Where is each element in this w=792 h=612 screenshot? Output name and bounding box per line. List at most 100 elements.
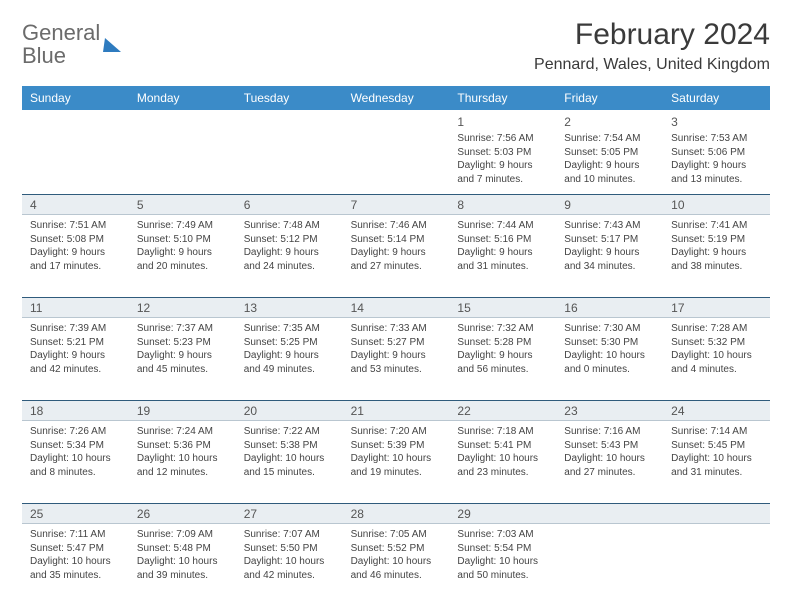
day-number: 23 <box>556 401 663 420</box>
daylight-text: Daylight: 9 hours and 49 minutes. <box>244 349 335 376</box>
day-number: 25 <box>22 504 129 523</box>
sunset-text: Sunset: 5:36 PM <box>137 439 228 453</box>
sunrise-text: Sunrise: 7:35 AM <box>244 322 335 336</box>
day-cell: Sunrise: 7:03 AMSunset: 5:54 PMDaylight:… <box>449 524 556 606</box>
weeks-container: 1Sunrise: 7:56 AMSunset: 5:03 PMDaylight… <box>22 110 770 606</box>
week-row: Sunrise: 7:26 AMSunset: 5:34 PMDaylight:… <box>22 421 770 503</box>
sunrise-text: Sunrise: 7:30 AM <box>564 322 655 336</box>
sunset-text: Sunset: 5:27 PM <box>351 336 442 350</box>
sunrise-text: Sunrise: 7:46 AM <box>351 219 442 233</box>
sunset-text: Sunset: 5:38 PM <box>244 439 335 453</box>
sunrise-text: Sunrise: 7:22 AM <box>244 425 335 439</box>
sunset-text: Sunset: 5:43 PM <box>564 439 655 453</box>
weekday-label: Tuesday <box>236 86 343 110</box>
daylight-text: Daylight: 9 hours and 17 minutes. <box>30 246 121 273</box>
day-cell: Sunrise: 7:33 AMSunset: 5:27 PMDaylight:… <box>343 318 450 400</box>
daylight-text: Daylight: 9 hours and 27 minutes. <box>351 246 442 273</box>
day-cell: Sunrise: 7:46 AMSunset: 5:14 PMDaylight:… <box>343 215 450 297</box>
day-number: 17 <box>663 298 770 317</box>
weekday-label: Saturday <box>663 86 770 110</box>
daylight-text: Daylight: 9 hours and 7 minutes. <box>457 159 548 186</box>
day-number: 11 <box>22 298 129 317</box>
sunrise-text: Sunrise: 7:33 AM <box>351 322 442 336</box>
day-number: 15 <box>449 298 556 317</box>
day-number: 24 <box>663 401 770 420</box>
day-number: 12 <box>129 298 236 317</box>
day-number: 19 <box>129 401 236 420</box>
sunrise-text: Sunrise: 7:05 AM <box>351 528 442 542</box>
sunrise-text: Sunrise: 7:24 AM <box>137 425 228 439</box>
day-cell: Sunrise: 7:11 AMSunset: 5:47 PMDaylight:… <box>22 524 129 606</box>
day-number: 1 <box>457 114 548 130</box>
day-cell: Sunrise: 7:16 AMSunset: 5:43 PMDaylight:… <box>556 421 663 503</box>
sunrise-text: Sunrise: 7:49 AM <box>137 219 228 233</box>
daylight-text: Daylight: 9 hours and 45 minutes. <box>137 349 228 376</box>
day-number: 28 <box>343 504 450 523</box>
week-row: Sunrise: 7:11 AMSunset: 5:47 PMDaylight:… <box>22 524 770 606</box>
sunrise-text: Sunrise: 7:18 AM <box>457 425 548 439</box>
sunrise-text: Sunrise: 7:53 AM <box>671 132 762 146</box>
sunset-text: Sunset: 5:10 PM <box>137 233 228 247</box>
weekday-label: Sunday <box>22 86 129 110</box>
daylight-text: Daylight: 9 hours and 20 minutes. <box>137 246 228 273</box>
day-number: 4 <box>22 195 129 214</box>
header: General Blue February 2024 Pennard, Wale… <box>22 18 770 74</box>
day-cell: Sunrise: 7:07 AMSunset: 5:50 PMDaylight:… <box>236 524 343 606</box>
day-cell: Sunrise: 7:44 AMSunset: 5:16 PMDaylight:… <box>449 215 556 297</box>
sunset-text: Sunset: 5:23 PM <box>137 336 228 350</box>
day-cell: Sunrise: 7:32 AMSunset: 5:28 PMDaylight:… <box>449 318 556 400</box>
day-cell: Sunrise: 7:41 AMSunset: 5:19 PMDaylight:… <box>663 215 770 297</box>
day-cell: Sunrise: 7:35 AMSunset: 5:25 PMDaylight:… <box>236 318 343 400</box>
daylight-text: Daylight: 9 hours and 53 minutes. <box>351 349 442 376</box>
day-cell: Sunrise: 7:26 AMSunset: 5:34 PMDaylight:… <box>22 421 129 503</box>
week-row: Sunrise: 7:39 AMSunset: 5:21 PMDaylight:… <box>22 318 770 400</box>
sunrise-text: Sunrise: 7:07 AM <box>244 528 335 542</box>
day-number: 6 <box>236 195 343 214</box>
sunset-text: Sunset: 5:50 PM <box>244 542 335 556</box>
day-number <box>663 504 770 523</box>
logo-word2: Blue <box>22 43 66 68</box>
day-number: 21 <box>343 401 450 420</box>
sunrise-text: Sunrise: 7:20 AM <box>351 425 442 439</box>
weekday-label: Friday <box>556 86 663 110</box>
sunrise-text: Sunrise: 7:51 AM <box>30 219 121 233</box>
sunrise-text: Sunrise: 7:43 AM <box>564 219 655 233</box>
sunset-text: Sunset: 5:41 PM <box>457 439 548 453</box>
daylight-text: Daylight: 10 hours and 46 minutes. <box>351 555 442 582</box>
daylight-text: Daylight: 9 hours and 38 minutes. <box>671 246 762 273</box>
sunrise-text: Sunrise: 7:03 AM <box>457 528 548 542</box>
sunset-text: Sunset: 5:52 PM <box>351 542 442 556</box>
daylight-text: Daylight: 10 hours and 15 minutes. <box>244 452 335 479</box>
day-number: 7 <box>343 195 450 214</box>
day-cell <box>236 110 343 194</box>
daylight-text: Daylight: 9 hours and 56 minutes. <box>457 349 548 376</box>
day-cell: Sunrise: 7:48 AMSunset: 5:12 PMDaylight:… <box>236 215 343 297</box>
day-number: 22 <box>449 401 556 420</box>
sunset-text: Sunset: 5:30 PM <box>564 336 655 350</box>
sunset-text: Sunset: 5:16 PM <box>457 233 548 247</box>
sunset-text: Sunset: 5:19 PM <box>671 233 762 247</box>
day-cell: Sunrise: 7:49 AMSunset: 5:10 PMDaylight:… <box>129 215 236 297</box>
sunset-text: Sunset: 5:34 PM <box>30 439 121 453</box>
day-cell <box>22 110 129 194</box>
sunrise-text: Sunrise: 7:32 AM <box>457 322 548 336</box>
day-number: 3 <box>671 114 762 130</box>
sunset-text: Sunset: 5:06 PM <box>671 146 762 160</box>
day-cell: Sunrise: 7:05 AMSunset: 5:52 PMDaylight:… <box>343 524 450 606</box>
sunrise-text: Sunrise: 7:14 AM <box>671 425 762 439</box>
daylight-text: Daylight: 10 hours and 50 minutes. <box>457 555 548 582</box>
sunrise-text: Sunrise: 7:41 AM <box>671 219 762 233</box>
logo-word1: General <box>22 20 100 45</box>
day-cell <box>343 110 450 194</box>
day-number: 18 <box>22 401 129 420</box>
day-cell: 2Sunrise: 7:54 AMSunset: 5:05 PMDaylight… <box>556 110 663 194</box>
day-number: 16 <box>556 298 663 317</box>
day-cell: Sunrise: 7:43 AMSunset: 5:17 PMDaylight:… <box>556 215 663 297</box>
sunset-text: Sunset: 5:45 PM <box>671 439 762 453</box>
day-number: 2 <box>564 114 655 130</box>
daylight-text: Daylight: 10 hours and 31 minutes. <box>671 452 762 479</box>
day-number: 26 <box>129 504 236 523</box>
sunset-text: Sunset: 5:32 PM <box>671 336 762 350</box>
logo-triangle-icon <box>103 38 123 52</box>
daylight-text: Daylight: 9 hours and 34 minutes. <box>564 246 655 273</box>
